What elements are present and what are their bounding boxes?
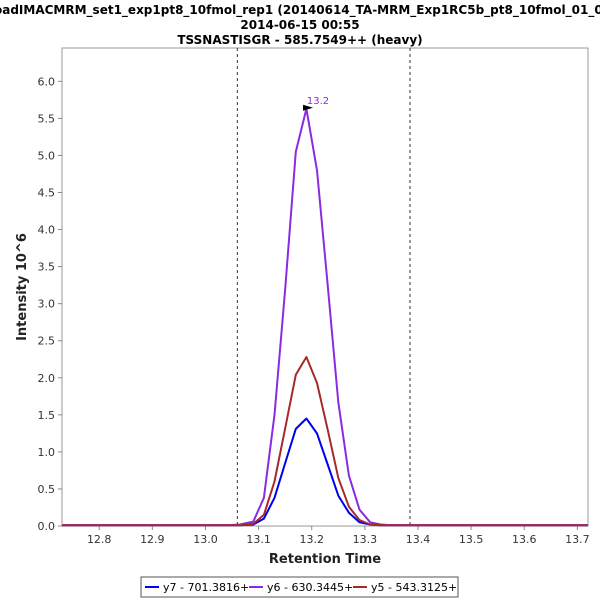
title-line-2: 2014-06-15 00:55 bbox=[240, 18, 359, 32]
y-tick-label: 3.0 bbox=[38, 298, 56, 311]
y-axis-title: Intensity 10^6 bbox=[15, 233, 30, 341]
x-tick-label: 12.8 bbox=[87, 533, 112, 546]
title-line-3: TSSNASTISGR - 585.7549++ (heavy) bbox=[177, 33, 422, 47]
peak-label: 13.2 bbox=[307, 96, 329, 107]
y-tick-label: 4.5 bbox=[38, 187, 56, 200]
x-tick-label: 13.3 bbox=[353, 533, 378, 546]
plot-border bbox=[61, 47, 589, 527]
legend-label-3: y5 - 543.3125+ bbox=[371, 581, 457, 594]
y-tick-label: 1.0 bbox=[38, 446, 56, 459]
series-lines bbox=[62, 107, 588, 527]
y-tick-label: 2.5 bbox=[38, 335, 56, 348]
y-tick-label: 5.0 bbox=[38, 149, 56, 162]
y-tick-label: 4.0 bbox=[38, 224, 56, 237]
y-axis: 0.0 0.5 1.0 1.5 2.0 2.5 3.0 3.5 4.0 4.5 5.0 5.5 6.0 bbox=[38, 75, 62, 533]
x-axis: 12.8 12.9 13.0 13.1 13.2 13.3 13.4 13.5 13.6 13.7 bbox=[87, 526, 590, 546]
y-tick-label: 0.5 bbox=[38, 483, 56, 496]
peak-annotation: 13.2 bbox=[303, 96, 329, 111]
x-tick-label: 13.4 bbox=[406, 533, 431, 546]
x-tick-label: 13.2 bbox=[299, 533, 324, 546]
x-tick-label: 13.5 bbox=[459, 533, 484, 546]
y-tick-label: 3.5 bbox=[38, 261, 56, 274]
series-line-3 bbox=[62, 356, 588, 527]
plot-area bbox=[61, 47, 589, 527]
x-tick-label: 13.6 bbox=[512, 533, 537, 546]
x-axis-title: Retention Time bbox=[269, 552, 381, 567]
peak-marker-arrow bbox=[303, 104, 314, 111]
y-tick-label: 5.5 bbox=[38, 112, 56, 125]
y-tick-label: 2.0 bbox=[38, 372, 56, 385]
x-tick-label: 12.9 bbox=[140, 533, 165, 546]
chart-title: BroadIMACMRM_set1_exp1pt8_10fmol_rep1 (2… bbox=[0, 3, 600, 47]
title-line-1: BroadIMACMRM_set1_exp1pt8_10fmol_rep1 (2… bbox=[0, 3, 600, 18]
legend: y7 - 701.3816+ y6 - 630.3445+ y5 - 543.312… bbox=[140, 576, 459, 598]
y-tick-label: 6.0 bbox=[38, 75, 56, 88]
x-tick-label: 13.1 bbox=[246, 533, 271, 546]
integration-boundaries bbox=[236, 48, 411, 526]
x-tick-label: 13.0 bbox=[193, 533, 218, 546]
y-tick-label: 0.0 bbox=[38, 520, 56, 533]
legend-label-2: y6 - 630.3445+ bbox=[267, 581, 353, 594]
legend-label-1: y7 - 701.3816+ bbox=[163, 581, 249, 594]
legend-box bbox=[140, 576, 459, 598]
y-tick-label: 1.5 bbox=[38, 409, 56, 422]
x-tick-label: 13.7 bbox=[565, 533, 590, 546]
